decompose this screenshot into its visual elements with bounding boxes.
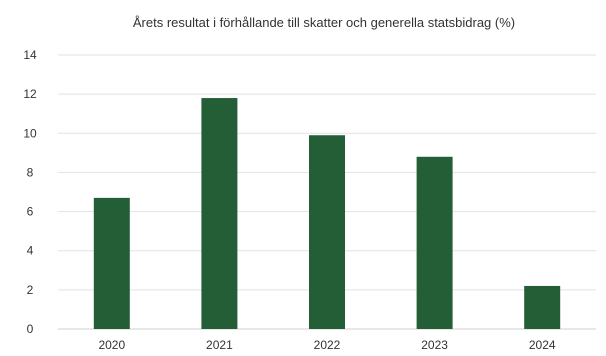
bar-2024 bbox=[524, 285, 561, 329]
y-tick-label: 4 bbox=[27, 244, 34, 258]
y-tick-label: 10 bbox=[23, 126, 37, 140]
x-tick-label: 2020 bbox=[98, 338, 125, 352]
x-tick-label: 2022 bbox=[314, 338, 341, 352]
y-tick-label: 12 bbox=[23, 87, 37, 101]
y-tick-label: 6 bbox=[27, 205, 34, 219]
chart-title: Årets resultat i förhållande till skatte… bbox=[133, 15, 515, 30]
y-tick-label: 14 bbox=[23, 48, 37, 62]
bar-2023 bbox=[416, 156, 453, 329]
bar-2021 bbox=[201, 98, 238, 329]
y-axis-ticks: 0 2 4 6 8 10 12 14 bbox=[23, 48, 37, 336]
y-tick-label: 2 bbox=[27, 283, 34, 297]
bar-2022 bbox=[309, 135, 345, 329]
x-tick-label: 2021 bbox=[206, 338, 233, 352]
x-tick-label: 2023 bbox=[421, 338, 448, 352]
x-axis-ticks: 2020 2021 2022 2023 2024 bbox=[98, 338, 555, 352]
x-tick-label: 2024 bbox=[529, 338, 556, 352]
y-tick-label: 0 bbox=[27, 322, 34, 336]
bar-2020 bbox=[93, 197, 130, 329]
bars bbox=[93, 98, 561, 329]
y-tick-label: 8 bbox=[27, 165, 34, 179]
